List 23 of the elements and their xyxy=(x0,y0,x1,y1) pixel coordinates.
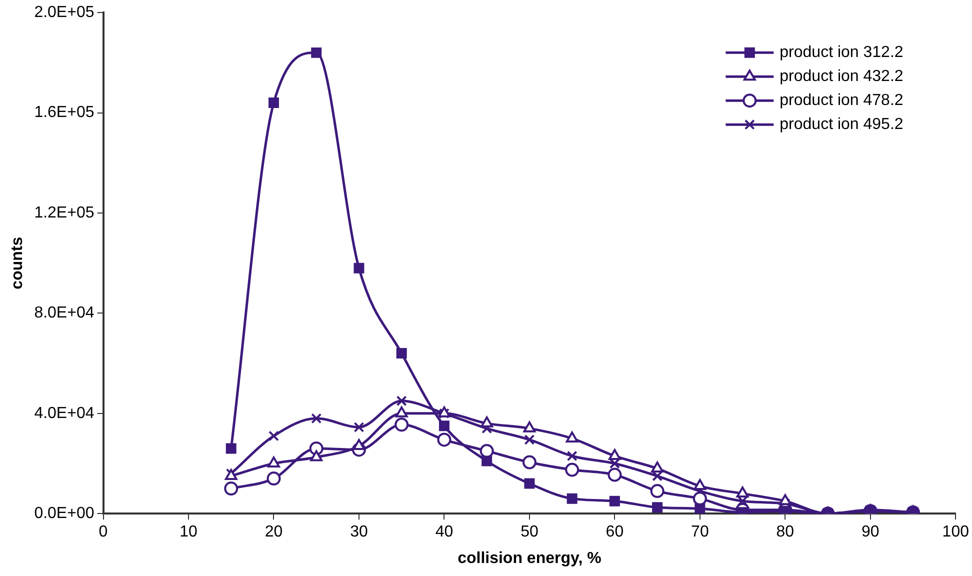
x-tick-label: 50 xyxy=(520,524,538,541)
legend-label: product ion 478.2 xyxy=(780,92,904,110)
y-tick-label: 8.0E+04 xyxy=(34,304,94,322)
x-tick-label: 60 xyxy=(606,524,624,541)
y-tick-label: 1.6E+05 xyxy=(34,104,94,122)
x-tick-label: 70 xyxy=(691,524,709,541)
x-tick-label: 100 xyxy=(942,524,970,541)
x-tick-label: 10 xyxy=(180,524,198,541)
x-tick-label: 0 xyxy=(98,524,108,541)
legend-label: product ion 312.2 xyxy=(780,44,904,62)
y-tick-label: 4.0E+04 xyxy=(34,404,94,422)
y-tick-label: 2.0E+05 xyxy=(34,4,94,22)
x-tick-label: 30 xyxy=(350,524,368,541)
x-tick-label: 90 xyxy=(862,524,880,541)
y-tick-label: 1.2E+05 xyxy=(34,204,94,222)
x-tick-label: 40 xyxy=(435,524,454,541)
legend-label: product ion 432.2 xyxy=(780,68,904,86)
x-tick-label: 20 xyxy=(264,524,283,541)
x-axis-title: collision energy, % xyxy=(458,550,602,567)
legend-label: product ion 495.2 xyxy=(780,116,904,134)
y-tick-label: 0.0E+00 xyxy=(34,505,94,522)
x-tick-label: 80 xyxy=(776,524,794,541)
y-axis-title: counts xyxy=(9,236,26,290)
